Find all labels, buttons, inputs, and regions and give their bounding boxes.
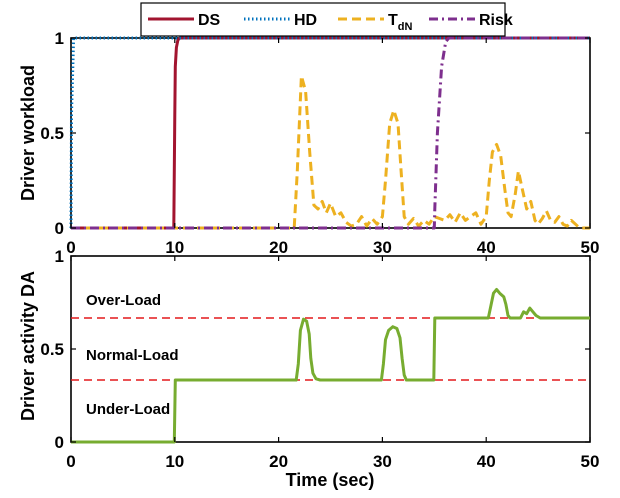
activity-x-tick-label: 10 [165, 452, 184, 471]
activity-x-tick-label: 50 [581, 452, 600, 471]
activity-x-ticks: 0 10 20 30 40 50 [66, 256, 599, 471]
workload-series-hd [69, 36, 590, 229]
activity-x-tick-label: 30 [373, 452, 392, 471]
workload-panel: 0 10 20 30 40 50 00.51 Driver workload [18, 29, 599, 257]
annotation-under-load: Under-Load [86, 401, 170, 418]
activity-y-tick-label: 1 [55, 247, 64, 266]
workload-axes-frame [70, 37, 591, 229]
workload-y-tick-label: 0.5 [40, 124, 64, 143]
workload-y-axis-label: Driver workload [18, 65, 38, 201]
workload-y-ticks: 00.51 [40, 29, 590, 238]
activity-y-tick-label: 0.5 [40, 340, 64, 359]
workload-x-tick-label: 0 [66, 238, 75, 257]
legend-label-risk: Risk [479, 12, 513, 29]
workload-x-tick-label: 40 [477, 238, 496, 257]
workload-series-tdn [71, 74, 590, 230]
workload-x-ticks: 0 10 20 30 40 50 [66, 38, 599, 257]
activity-panel: 0 10 20 30 40 50 00.51 Over-Load Normal-Load … [18, 247, 599, 490]
legend-label-ds: DS [198, 12, 221, 29]
workload-x-tick-label: 30 [373, 238, 392, 257]
activity-x-tick-label: 0 [66, 452, 75, 471]
workload-series-risk [71, 36, 590, 230]
workload-series-lines [69, 36, 590, 230]
legend-label-hd: HD [294, 12, 317, 29]
annotation-over-load: Over-Load [86, 292, 161, 309]
workload-x-tick-label: 20 [269, 238, 288, 257]
activity-x-tick-label: 40 [477, 452, 496, 471]
activity-x-tick-label: 20 [269, 452, 288, 471]
workload-x-tick-label: 50 [581, 238, 600, 257]
activity-y-ticks: 00.51 [40, 247, 590, 452]
load-threshold-lines [71, 317, 590, 381]
workload-series-ds [71, 36, 590, 230]
legend: DS HD TdN Risk [140, 2, 513, 37]
annotation-normal-load: Normal-Load [86, 347, 179, 364]
activity-y-axis-label: Driver activity DA [18, 271, 38, 421]
x-axis-label: Time (sec) [286, 470, 375, 490]
activity-series-da [71, 288, 590, 444]
workload-y-tick-label: 1 [55, 29, 64, 48]
activity-series-lines [71, 288, 590, 444]
legend-box [140, 2, 506, 37]
legend-label-subscript: dN [398, 21, 413, 33]
activity-y-tick-label: 0 [55, 433, 64, 452]
workload-y-tick-label: 0 [55, 219, 64, 238]
workload-x-tick-label: 10 [165, 238, 184, 257]
